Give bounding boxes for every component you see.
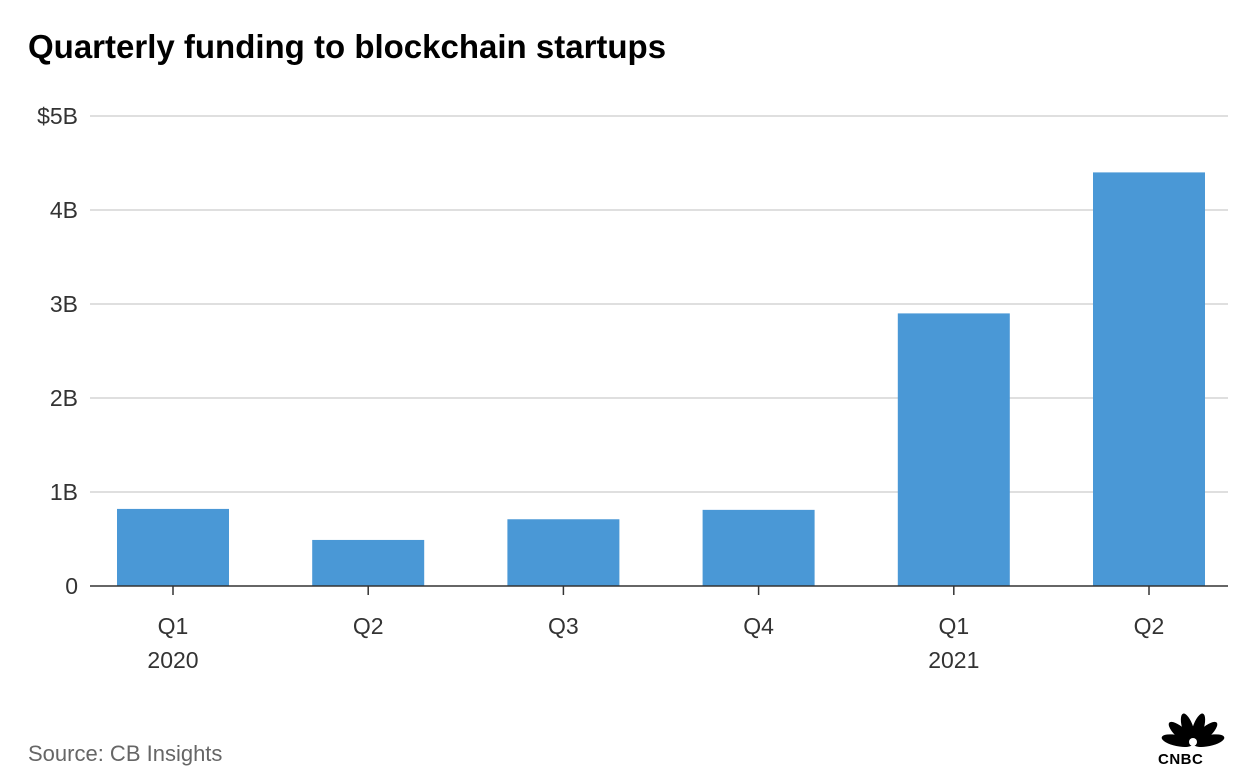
bar <box>312 539 425 586</box>
bar <box>897 313 1010 586</box>
x-tick-label: Q1 <box>158 613 189 639</box>
x-tick-label: Q2 <box>353 613 384 639</box>
bar <box>117 508 229 586</box>
peacock-logo-icon <box>1161 713 1225 747</box>
x-tick-label: Q4 <box>743 613 774 639</box>
x-tick-label: Q3 <box>548 613 579 639</box>
source-note: Source: CB Insights <box>28 741 222 766</box>
y-tick-label: 2B <box>50 385 78 411</box>
y-tick-label: $5B <box>37 103 78 129</box>
chart-title: Quarterly funding to blockchain startups <box>28 28 666 65</box>
y-axis-tick-labels: 0 1B 2B 3B 4B $5B <box>37 103 78 599</box>
bar <box>702 509 815 586</box>
peacock-feather <box>1190 713 1206 745</box>
x-tick-label: Q2 <box>1134 613 1165 639</box>
bar <box>1093 172 1205 586</box>
x-tick-label: Q1 <box>938 613 969 639</box>
cnbc-logo: CNBC <box>1158 713 1225 768</box>
y-tick-label: 4B <box>50 197 78 223</box>
bar <box>507 519 620 586</box>
peacock-feather <box>1192 734 1225 747</box>
x-group-label: 2021 <box>928 647 979 673</box>
y-tick-label: 3B <box>50 291 78 317</box>
peacock-body <box>1189 738 1197 746</box>
bars <box>117 172 1205 586</box>
x-axis-ticks: Q1 2020 Q2 Q3 Q4 Q1 2021 Q2 <box>147 586 1164 673</box>
x-group-label: 2020 <box>147 647 198 673</box>
y-tick-label: 1B <box>50 479 78 505</box>
y-tick-label: 0 <box>65 573 78 599</box>
gridlines <box>90 115 1228 493</box>
cnbc-logo-text: CNBC <box>1158 751 1203 768</box>
